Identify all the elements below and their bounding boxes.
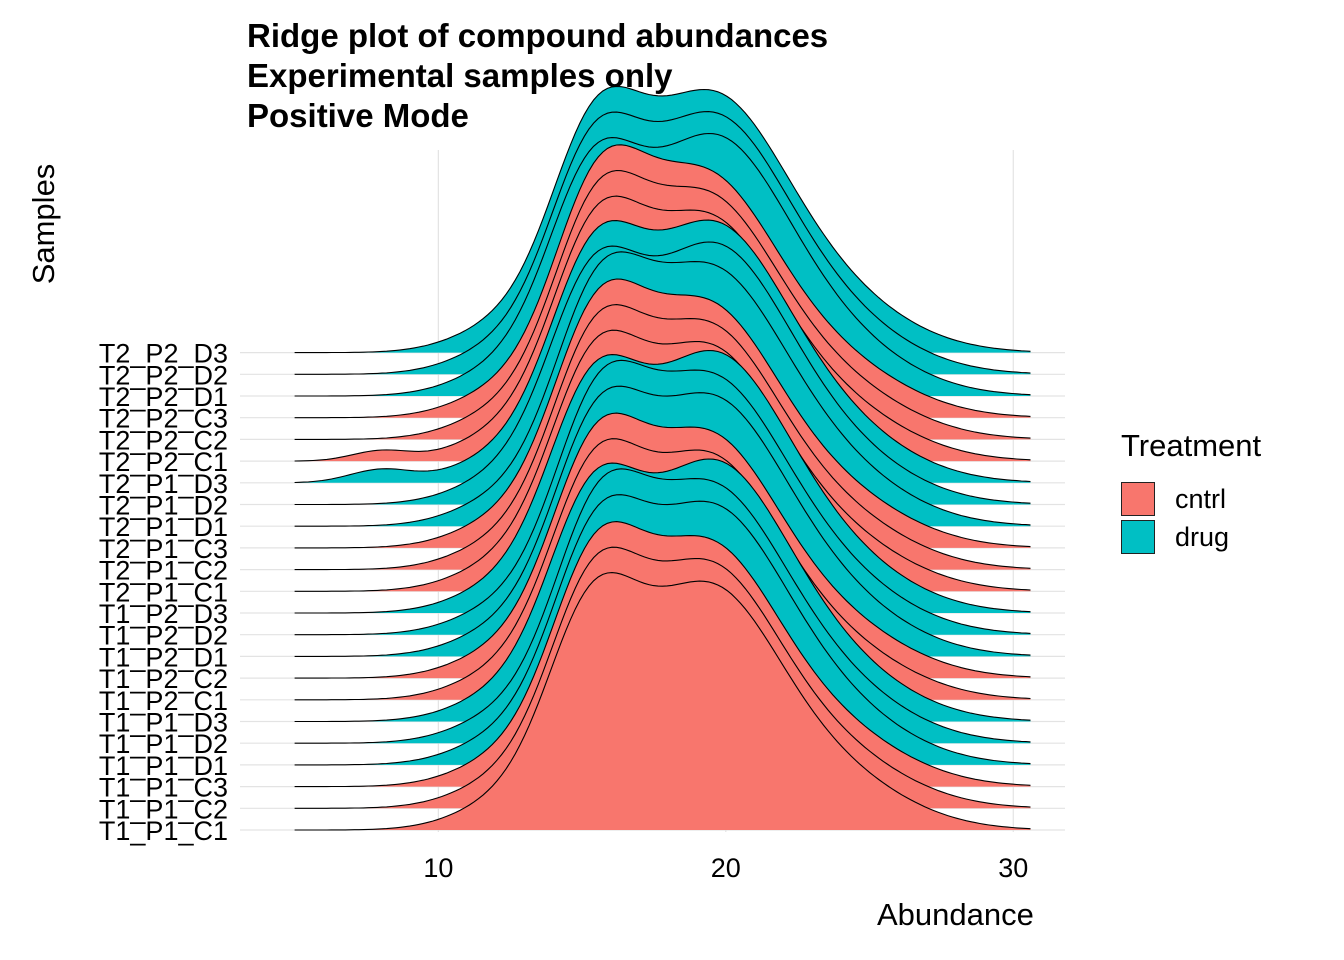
y-tick-label: T2_P2_C3 <box>99 404 228 434</box>
ridge-line-T1_P1_D2 <box>294 468 1031 744</box>
ridge-line-T2_P1_C1 <box>294 329 1031 592</box>
legend-key-cntrl <box>1121 482 1155 516</box>
legend-key-drug <box>1121 520 1155 554</box>
y-tick-label: T1_P1_C2 <box>99 794 228 824</box>
ridge-line-T2_P1_D3 <box>294 219 1031 484</box>
y-tick-label: T1_P1_C1 <box>99 816 228 846</box>
ridge-fill-T1_P1_C1 <box>294 572 1031 830</box>
y-tick-label: T2_P2_D1 <box>99 382 228 412</box>
x-tick-labels: 10 20 30 <box>423 853 1028 883</box>
ridge-line-T2_P2_C2 <box>294 169 1031 440</box>
legend-label-cntrl: cntrl <box>1175 483 1227 514</box>
x-tick-label: 20 <box>711 853 741 883</box>
y-tick-label: T1_P1_D3 <box>99 708 228 738</box>
ridge-line-T1_P2_C1 <box>294 438 1031 701</box>
ridge-line-T2_P2_C1 <box>294 195 1031 462</box>
legend-label-drug: drug <box>1175 521 1230 552</box>
ridge-line-T1_P1_D1 <box>294 494 1031 766</box>
ridge-line-T1_P2_D3 <box>294 349 1031 614</box>
y-tick-label: T1_P2_D3 <box>99 599 228 629</box>
y-tick-label: T2_P1_D1 <box>99 512 228 542</box>
legend-title: Treatment <box>1121 428 1262 463</box>
ridge-line-T2_P1_D1 <box>294 251 1031 527</box>
ridge-line-T1_P1_C2 <box>294 546 1031 809</box>
ridge-line-T2_P1_C2 <box>294 304 1031 571</box>
ridge-line-T2_P1_D2 <box>294 241 1031 506</box>
ridge-line-T2_P1_C3 <box>294 278 1031 549</box>
legend-item-cntrl: cntrl <box>1121 480 1261 518</box>
ridge-line-T1_P2_D2 <box>294 359 1031 636</box>
ridge-line-T2_P2_C3 <box>294 144 1031 419</box>
ridges <box>294 85 1031 831</box>
ridge-line-T2_P2_D2 <box>294 111 1031 375</box>
y-tick-labels: T1_P1_C1T1_P1_C2T1_P1_C3T1_P1_D1T1_P1_D2… <box>99 339 228 846</box>
chart-title: Ridge plot of compound abundances Experi… <box>247 16 828 136</box>
ridge-line-T2_P2_D3 <box>294 85 1031 354</box>
title-line-1: Ridge plot of compound abundances <box>247 17 829 54</box>
y-tick-label: T2_P1_D3 <box>99 469 228 499</box>
legend: Treatment cntrl drug <box>1121 428 1261 556</box>
ridge-line-T1_P1_C1 <box>294 572 1031 831</box>
x-axis-label: Abundance <box>877 897 1034 932</box>
y-tick-label: T2_P1_D2 <box>99 491 228 521</box>
y-tick-label: T2_P2_D2 <box>99 360 228 390</box>
ridge-line-T1_P2_C2 <box>294 412 1031 679</box>
ridge-line-T1_P1_C3 <box>294 521 1031 788</box>
ridge-line-T2_P2_D1 <box>294 132 1031 397</box>
y-tick-label: T1_P2_C1 <box>99 686 228 716</box>
y-tick-label: T2_P1_C2 <box>99 556 228 586</box>
ridge-line-T1_P1_D3 <box>294 458 1031 723</box>
y-tick-label: T1_P2_C2 <box>99 664 228 694</box>
ridge-line-T1_P2_D1 <box>294 385 1031 657</box>
y-tick-label: T2_P1_C1 <box>99 577 228 607</box>
y-tick-label: T1_P1_C3 <box>99 773 228 803</box>
y-tick-label: T2_P2_C1 <box>99 447 228 477</box>
y-tick-label: T1_P2_D2 <box>99 621 228 651</box>
x-tick-label: 30 <box>998 853 1028 883</box>
y-tick-label: T2_P2_C2 <box>99 425 228 455</box>
title-line-2: Experimental samples only <box>247 57 673 94</box>
y-tick-label: T2_P1_C3 <box>99 534 228 564</box>
title-line-3: Positive Mode <box>247 97 469 134</box>
y-tick-label: T1_P2_D1 <box>99 642 228 672</box>
x-tick-label: 10 <box>423 853 453 883</box>
y-tick-label: T1_P1_D2 <box>99 729 228 759</box>
legend-item-drug: drug <box>1121 518 1261 556</box>
y-tick-label: T1_P1_D1 <box>99 751 228 781</box>
y-tick-label: T2_P2_D3 <box>99 339 228 369</box>
